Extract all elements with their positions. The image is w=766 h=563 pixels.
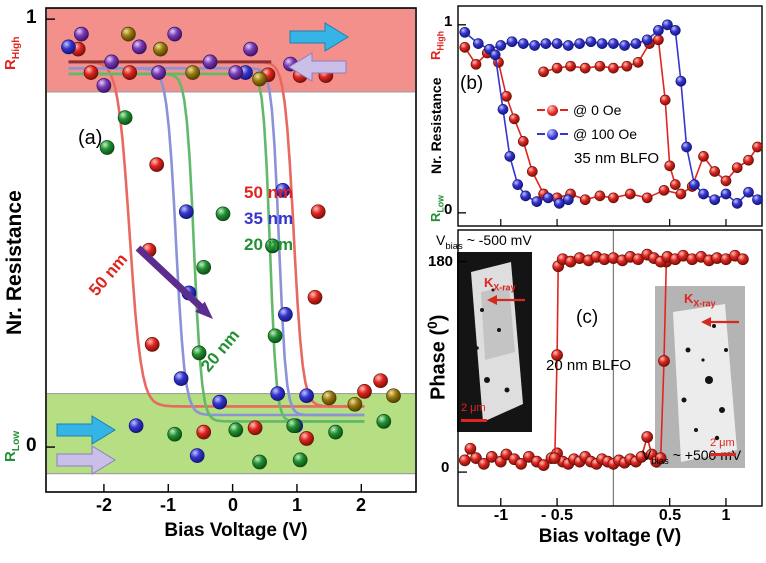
panel-a-xtick-0: 0 [227,495,238,515]
panel-c-xtick-m05: - 0.5 [540,507,573,524]
panel-a-xtick-1: 1 [291,495,302,515]
panel-a-xlabel: Bias Voltage (V) [164,520,308,541]
scalebar-left [461,419,487,422]
panel-a-ytick-0: 0 [26,435,37,456]
panel-a-label: (a) [78,127,103,149]
kxray-base: K [484,275,494,290]
panel-b-ytick-1: 1 [444,13,453,30]
panel-c-vbias-pos: Vbias ~ +500 mV [642,448,741,467]
kxray-sub: X-ray [493,282,516,293]
legend-marker-red-icon [547,104,558,116]
sweep-left-arrow-top-icon [288,52,347,82]
legend-line-red [537,109,545,112]
panel-b-ylabel: Nr. Resistance [428,77,444,175]
panel-a-xtick-m1: -1 [159,495,176,515]
panel-a-ytick-1: 1 [26,7,37,28]
panel-c-vbias-neg: Vbias ~ -500 mV [436,233,532,252]
panel-b-rhigh-label: RHigh [428,30,446,60]
rhigh-sub: High [435,30,446,51]
legend-label-0oe: @ 0 Oe [573,102,622,118]
panel-a-ylabel: Nr. Resistance [3,190,26,335]
rhigh-base: R [2,59,19,70]
rhigh-base: R [428,50,443,60]
panel-a-rlow-label: RLow [2,430,23,462]
panel-c-annotation: 20 nm BLFO [546,357,632,374]
legend-marker-blue-icon [547,128,558,140]
legend-item-50nm: 50 nm [244,183,294,202]
panel-c-xtick-m1: -1 [493,507,509,524]
panel-c-ylabel: Phase (0) [425,314,450,400]
kxray-base: K [684,291,694,306]
scalebar-right [710,453,736,456]
vbias-sub: bias [651,455,669,467]
vbias-rest: ~ -500 mV [462,232,532,248]
vbias-rest: ~ +500 mV [668,447,742,463]
legend-item-20nm: 20 nm [244,235,294,254]
panel-c-xtick-1: 1 [721,507,731,524]
panel-b-plot [457,5,763,227]
legend-line-red [560,109,568,112]
legend-item-100oe: @ 100 Oe [537,127,637,142]
scalebar-label-left: 2 μm [461,402,486,414]
panel-a-plot [45,7,417,493]
panel-c-xlabel: Bias voltage (V) [538,526,682,547]
panel-c-ytick-180: 180 [428,253,454,270]
phase-sup: 0 [425,321,440,329]
vbias-base: V [436,232,446,248]
panel-c-label: (c) [576,307,599,328]
legend-item-35nm: 35 nm [244,209,294,228]
legend-item-0oe: @ 0 Oe [537,103,621,118]
kxray-sub: X-ray [693,298,716,309]
rhigh-sub: High [11,36,22,60]
kxray-label-right: KX-ray [684,292,715,309]
vbias-base: V [642,447,652,463]
rlow-base: R [428,212,443,222]
thickness-trend-arrow-icon [135,245,205,311]
legend-line-blue [560,133,568,136]
panel-a-xtick-2: 2 [355,495,366,515]
vbias-sub: bias [445,240,463,252]
panel-b-ytick-0: 0 [444,201,453,218]
panel-c-ytick-0: 0 [441,459,450,476]
sweep-right-arrow-bottom2-icon [56,445,116,475]
rlow-sub: Low [11,430,22,452]
kxray-label-left: KX-ray [484,276,515,293]
legend-label-100oe: @ 100 Oe [573,126,638,142]
panel-c-xtick-05: 0.5 [658,507,682,524]
panel-b-annotation: 35 nm BLFO [574,150,660,167]
phase-close: ) [427,314,450,322]
panel-c-plot [457,229,763,507]
legend-line-blue [537,133,545,136]
panel-b-label: (b) [460,73,484,94]
sweep-right-arrow-top-icon [289,22,349,52]
scalebar-label-right: 2 μm [710,437,735,449]
rlow-base: R [2,451,19,462]
panel-a-rhigh-label: RHigh [2,36,23,70]
panel-a-xtick-m2: -2 [95,495,112,515]
phase-base: Phase ( [427,328,450,400]
sweep-right-arrow-bottom-icon [56,415,116,445]
